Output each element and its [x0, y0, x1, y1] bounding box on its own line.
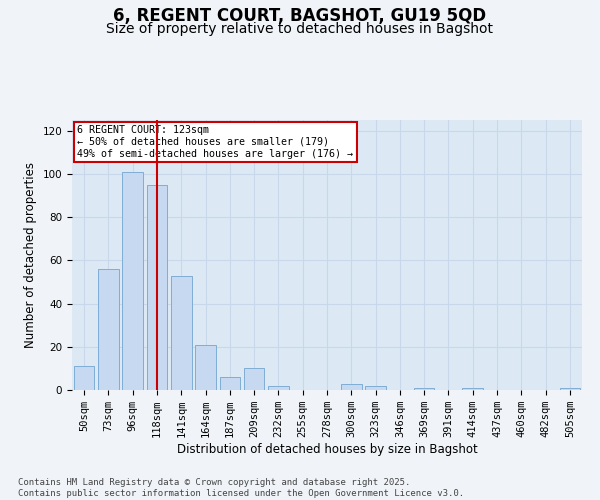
Bar	[146, 185, 167, 390]
Y-axis label: Number of detached properties: Number of detached properties	[24, 162, 37, 348]
Bar	[98, 269, 119, 390]
Text: 6, REGENT COURT, BAGSHOT, GU19 5QD: 6, REGENT COURT, BAGSHOT, GU19 5QD	[113, 8, 487, 26]
Text: 6 REGENT COURT: 123sqm
← 50% of detached houses are smaller (179)
49% of semi-de: 6 REGENT COURT: 123sqm ← 50% of detached…	[77, 126, 353, 158]
Bar	[122, 172, 143, 390]
Bar	[171, 276, 191, 390]
Bar	[74, 366, 94, 390]
Text: Contains HM Land Registry data © Crown copyright and database right 2025.
Contai: Contains HM Land Registry data © Crown c…	[18, 478, 464, 498]
Text: Distribution of detached houses by size in Bagshot: Distribution of detached houses by size …	[176, 442, 478, 456]
Bar	[560, 388, 580, 390]
Bar	[365, 386, 386, 390]
Bar	[463, 388, 483, 390]
Bar	[268, 386, 289, 390]
Bar	[244, 368, 265, 390]
Bar	[341, 384, 362, 390]
Bar	[195, 344, 216, 390]
Bar	[220, 377, 240, 390]
Text: Size of property relative to detached houses in Bagshot: Size of property relative to detached ho…	[107, 22, 493, 36]
Bar	[414, 388, 434, 390]
